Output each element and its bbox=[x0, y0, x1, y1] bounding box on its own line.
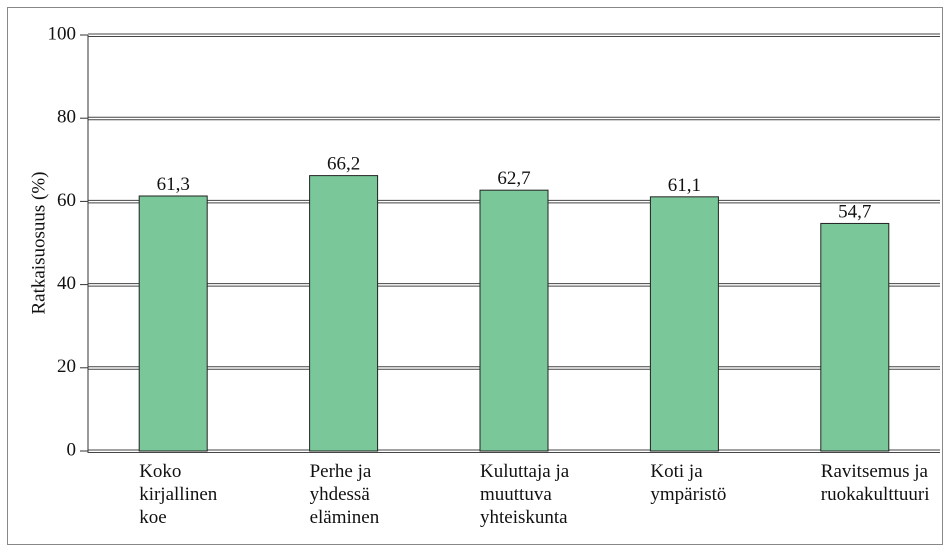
x-tick-label-line: Koti ja bbox=[650, 461, 703, 482]
x-tick-label-line: koe bbox=[139, 507, 166, 528]
bar bbox=[649, 196, 719, 452]
y-tick-label: 0 bbox=[67, 439, 77, 460]
x-tick-label-line: yhdessä bbox=[310, 484, 371, 505]
x-tick-label: Ravitsemus ja ruokakulttuuri bbox=[821, 461, 930, 505]
x-tick-label-line: ruokakulttuuri bbox=[821, 484, 930, 505]
frame bbox=[7, 7, 943, 545]
bar bbox=[138, 195, 208, 452]
x-tick-label-line: Perhe ja bbox=[310, 461, 372, 482]
x-tick-label: Koti ja ympäristö bbox=[650, 461, 726, 505]
x-tick-label-line: yhteiskunta bbox=[480, 507, 568, 528]
x-tick-label-line: Kuluttaja ja bbox=[480, 461, 570, 482]
x-tick-label: Perhe ja yhdessä eläminen bbox=[310, 461, 380, 528]
value-label: 54,7 bbox=[838, 201, 871, 222]
bar bbox=[479, 189, 549, 452]
x-tick-label: Kuluttaja ja muuttuva yhteiskunta bbox=[480, 461, 570, 528]
x-tick-label-line: kirjallinen bbox=[139, 484, 218, 505]
bar bbox=[820, 222, 890, 452]
value-label: 66,2 bbox=[327, 154, 360, 175]
x-tick-label-line: Koko bbox=[139, 461, 181, 482]
x-tick-label-line: muuttuva bbox=[480, 484, 552, 505]
value-label: 62,7 bbox=[497, 168, 530, 189]
y-tick-label: 40 bbox=[57, 273, 76, 294]
x-tick-label-line: eläminen bbox=[310, 507, 380, 528]
value-label: 61,1 bbox=[668, 175, 701, 196]
x-tick-label: Koko kirjallinen koe bbox=[139, 461, 218, 528]
y-tick-label: 100 bbox=[48, 23, 77, 44]
y-axis-label: Ratkaisuosuus (%) bbox=[28, 171, 49, 314]
y-tick-label: 80 bbox=[57, 107, 76, 128]
x-tick-label-line: ympäristö bbox=[650, 484, 726, 505]
value-label: 61,3 bbox=[157, 174, 190, 195]
y-tick-label: 60 bbox=[57, 190, 76, 211]
bar bbox=[309, 175, 379, 452]
y-tick-label: 20 bbox=[57, 356, 76, 377]
x-tick-label-line: Ravitsemus ja bbox=[821, 461, 929, 482]
